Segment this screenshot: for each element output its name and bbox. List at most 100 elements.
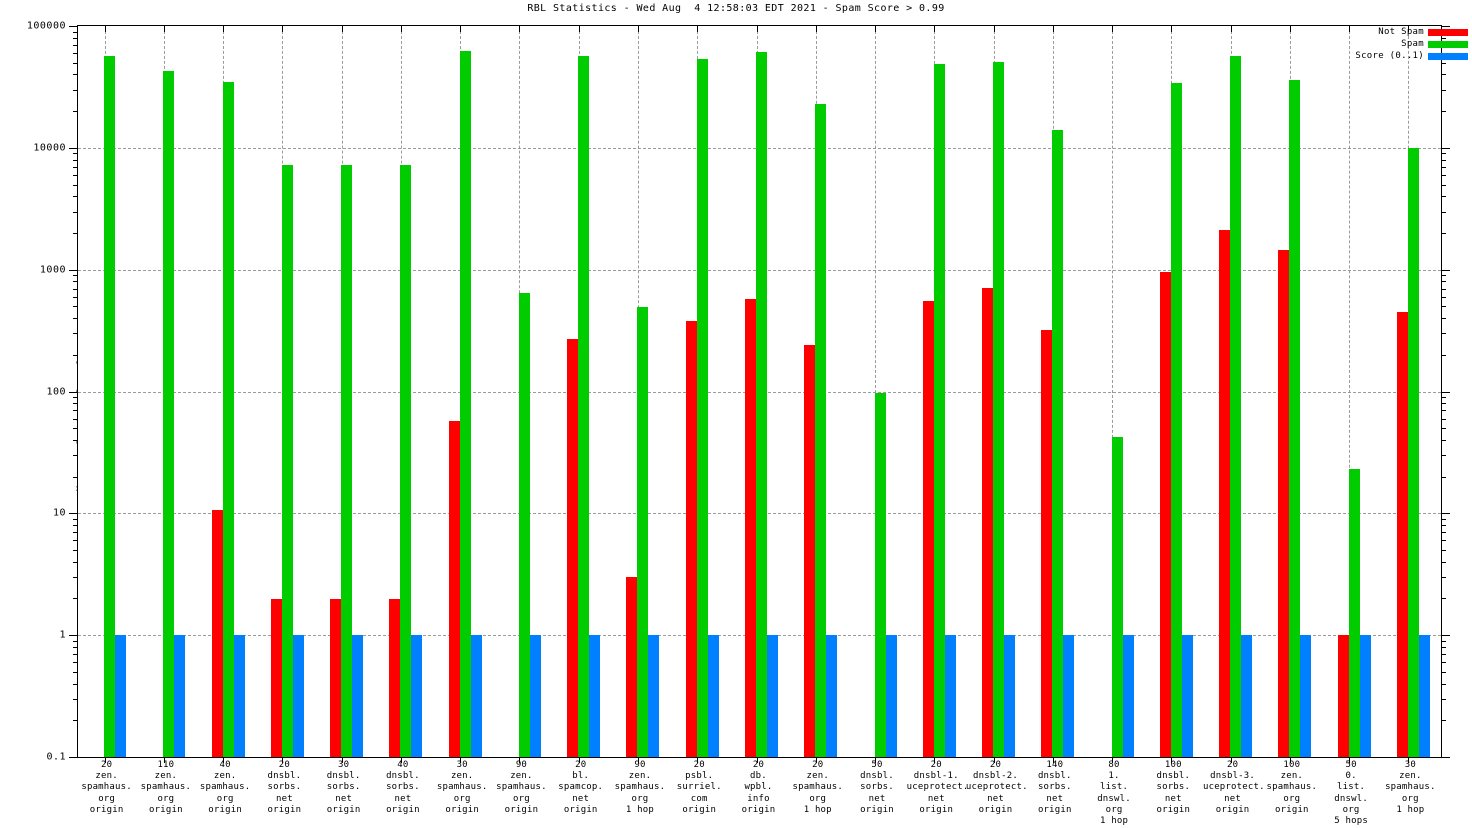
x-axis-label: 20 db. wpbl. info origin <box>741 760 776 815</box>
x-axis-label: 20 psbl. surriel. com origin <box>676 760 722 815</box>
bar-notspam <box>626 577 638 757</box>
y-axis-minor-tick <box>1441 37 1446 39</box>
x-axis-tick <box>460 757 462 763</box>
y-axis-tick <box>69 26 78 27</box>
y-axis-tick <box>1441 269 1450 271</box>
y-axis-minor-tick <box>73 439 78 441</box>
bar-score <box>1300 635 1312 757</box>
x-axis-tick <box>875 757 877 763</box>
bar-notspam <box>211 510 223 757</box>
x-axis-tick-top <box>756 26 758 32</box>
y-axis-minor-tick <box>73 476 78 478</box>
y-axis-tick-label: 1 <box>59 629 66 641</box>
bar-notspam <box>1219 230 1231 757</box>
bar-spam <box>933 63 945 757</box>
bar-group <box>626 26 660 757</box>
y-axis-tick-label: 100 <box>46 386 66 397</box>
y-axis-minor-tick <box>73 89 78 91</box>
y-axis-minor-tick <box>73 550 78 551</box>
x-axis-tick-top <box>993 26 995 32</box>
y-axis-minor-tick <box>1441 428 1446 430</box>
x-axis-tick <box>163 757 165 763</box>
bar-score <box>174 635 186 757</box>
x-axis-tick <box>282 757 284 763</box>
bar-notspam <box>685 320 697 757</box>
bar-spam <box>163 70 175 757</box>
x-axis-tick <box>1171 757 1173 763</box>
legend-swatch <box>1428 52 1468 60</box>
y-axis-minor-tick <box>1441 318 1446 320</box>
legend-item-2[interactable]: Spam <box>1328 39 1468 49</box>
bar-group <box>1219 26 1253 757</box>
bar-spam <box>696 58 708 757</box>
x-axis-label: 20 zen. spamhaus. org origin <box>81 760 132 815</box>
y-axis-minor-tick <box>1441 683 1446 685</box>
y-axis-minor-tick <box>73 44 78 46</box>
x-axis-label: 110 zen. spamhaus. org origin <box>140 760 192 815</box>
x-axis-tick-top <box>637 26 639 32</box>
bar-notspam <box>804 345 816 757</box>
x-axis-tick <box>104 757 106 763</box>
bar-spam <box>1111 437 1123 757</box>
y-axis-minor-tick <box>73 598 78 600</box>
bar-group <box>1041 26 1075 757</box>
bar-notspam <box>1396 311 1408 757</box>
x-axis-label: 20 dnsbl-2. uceprotect. net origin <box>965 760 1028 815</box>
x-axis-tick <box>400 757 402 763</box>
x-axis-tick-top <box>282 26 284 32</box>
y-axis-minor-tick <box>73 525 78 527</box>
bar-notspam <box>1159 271 1171 757</box>
y-axis-minor-tick <box>73 196 78 198</box>
bar-score <box>1122 635 1134 757</box>
y-axis-minor-tick <box>73 37 78 39</box>
y-axis-minor-tick <box>73 698 78 700</box>
x-axis-label: 50 dnsbl. sorbs. net origin <box>860 760 894 815</box>
x-axis-label: 30 zen. spamhaus. org origin <box>436 760 488 815</box>
y-axis-minor-tick <box>1441 184 1446 186</box>
bar-group <box>567 26 601 757</box>
bar-notspam <box>1278 250 1290 757</box>
bar-spam <box>637 307 649 757</box>
x-axis-tick-top <box>815 26 817 32</box>
y-axis-minor-tick <box>1441 540 1446 542</box>
legend-item-1[interactable]: Not Spam <box>1328 27 1468 37</box>
y-axis-minor-tick <box>1441 333 1446 335</box>
legend-label: Spam <box>1401 39 1424 49</box>
bar-notspam <box>567 338 579 757</box>
x-axis-label: 20 zen. spamhaus. org 1 hop <box>792 760 844 815</box>
x-axis-tick <box>1289 757 1291 763</box>
x-axis-tick-top <box>1349 26 1351 32</box>
y-axis-tick-label: 1000 <box>39 264 66 276</box>
y-axis-minor-tick <box>1441 646 1446 648</box>
x-axis-tick <box>341 757 343 763</box>
x-axis-tick-top <box>341 26 343 32</box>
bar-notspam <box>448 421 460 757</box>
bar-group <box>922 26 956 757</box>
y-axis-tick-label: 100000 <box>26 20 66 32</box>
y-axis-tick <box>1441 635 1450 637</box>
bar-spam <box>1289 80 1301 757</box>
y-axis-minor-tick <box>1441 306 1446 308</box>
y-axis-minor-tick <box>73 74 78 76</box>
bar-group <box>685 26 719 757</box>
x-axis-tick-top <box>1112 26 1114 32</box>
bar-spam <box>1407 147 1419 757</box>
y-axis-minor-tick <box>73 211 78 213</box>
y-axis-minor-tick <box>73 418 78 420</box>
bar-score <box>885 635 897 757</box>
y-axis-minor-tick <box>1441 196 1446 198</box>
y-axis-minor-tick <box>73 662 78 664</box>
x-axis-label: 140 dnsbl. sorbs. net origin <box>1037 760 1072 815</box>
bar-score <box>1241 635 1253 757</box>
y-axis-minor-tick <box>73 683 78 685</box>
bar-score <box>529 635 541 757</box>
y-axis-minor-tick <box>73 31 78 33</box>
bar-group <box>1337 26 1371 757</box>
y-axis-tick <box>1441 391 1450 393</box>
y-axis-minor-tick <box>1441 174 1446 176</box>
y-axis-minor-tick <box>73 174 78 176</box>
y-axis-minor-tick <box>1441 74 1446 76</box>
legend-item-3[interactable]: Score (0..1) <box>1328 51 1468 61</box>
y-axis-minor-tick <box>1441 288 1446 290</box>
y-axis-minor-tick <box>1441 561 1446 563</box>
